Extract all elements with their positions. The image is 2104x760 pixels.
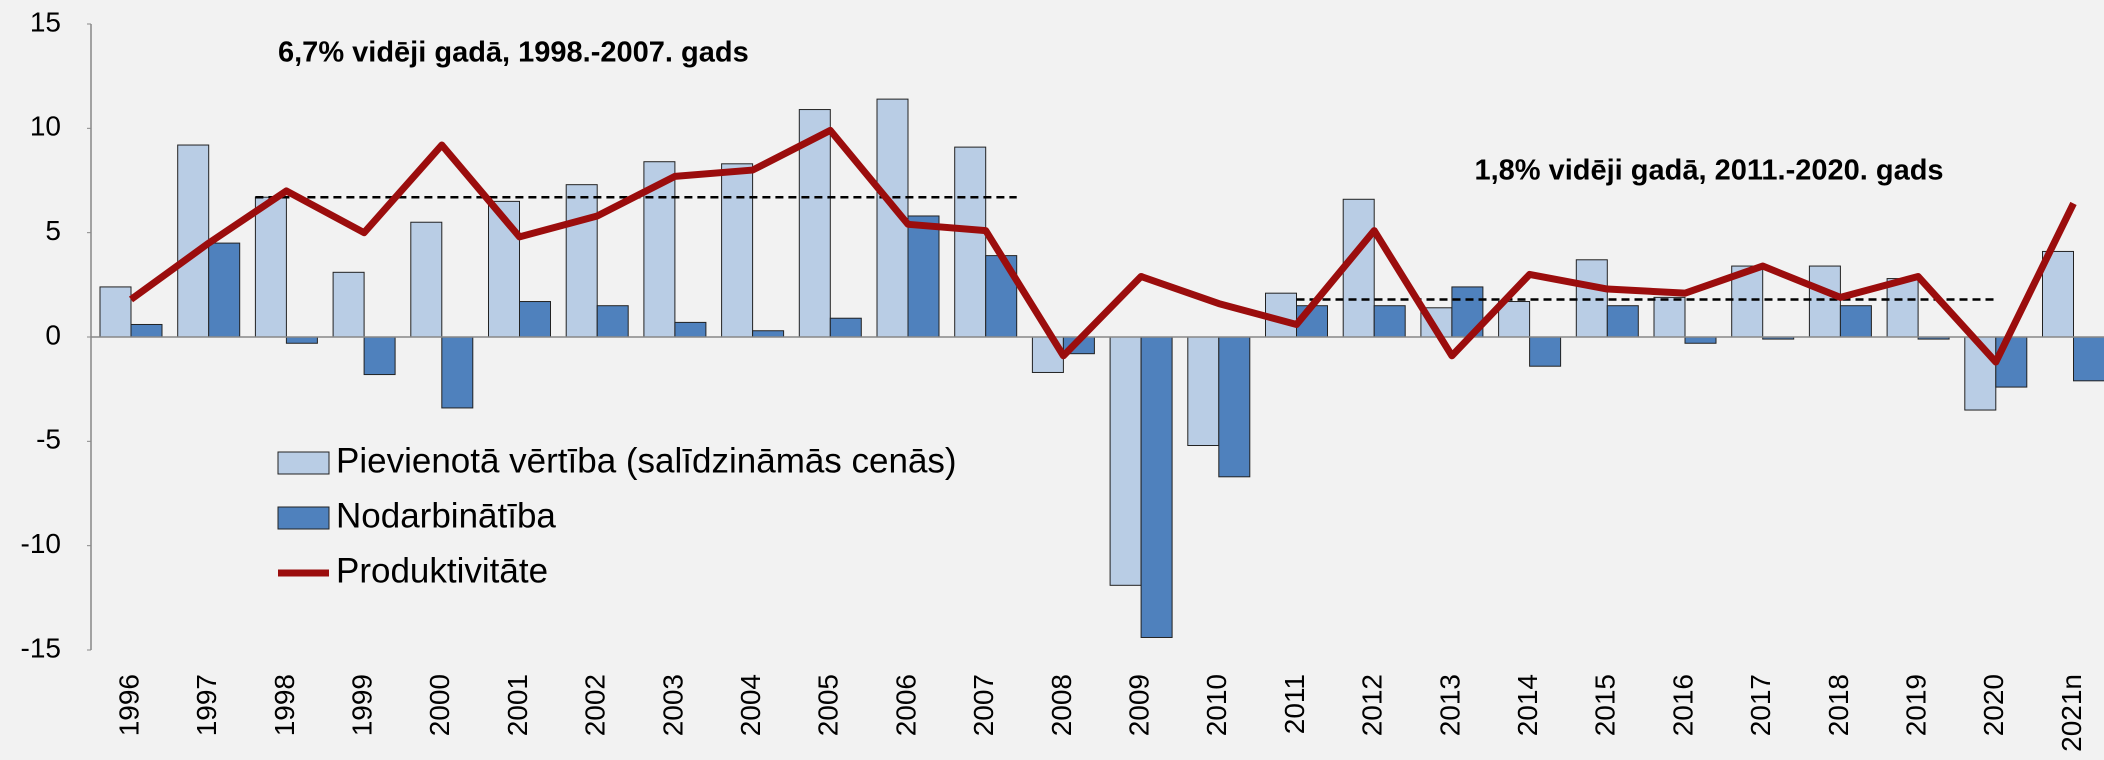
bar: [519, 301, 551, 338]
x-tick-label: 2011: [1279, 674, 1310, 734]
bar: [1187, 336, 1220, 447]
bar: [1109, 336, 1142, 586]
annotation: 1,8% vidēji gadā, 2011.-2020. gads: [1474, 155, 1943, 187]
y-tick-label: -5: [36, 424, 61, 455]
bar: [254, 196, 287, 338]
bar: [1606, 305, 1639, 338]
x-tick-label: 2010: [1201, 674, 1232, 736]
x-tick-label: 2006: [890, 674, 921, 736]
bar: [130, 323, 163, 338]
bar: [410, 221, 443, 338]
x-tick-label: 2014: [1512, 674, 1543, 736]
bar: [1373, 305, 1406, 338]
x-tick-label: 2016: [1667, 674, 1698, 736]
y-tick-label: -10: [21, 528, 61, 559]
x-tick-label: 1999: [346, 674, 377, 736]
x-tick-label: 2013: [1434, 674, 1465, 736]
bar: [1529, 336, 1562, 367]
bar: [208, 242, 241, 338]
bar: [954, 146, 987, 338]
bar: [1342, 198, 1375, 338]
bar: [1995, 336, 2028, 388]
bar: [1808, 265, 1841, 338]
bar: [285, 336, 318, 344]
bar: [488, 200, 520, 338]
bar: [596, 305, 629, 338]
x-tick-label: 2007: [968, 674, 999, 736]
bar: [721, 163, 754, 338]
bar: [2073, 336, 2104, 382]
x-tick-label: 1998: [269, 674, 300, 736]
x-tick-label: 2000: [424, 674, 455, 736]
bar: [829, 317, 862, 338]
x-tick-label: 2021n: [2056, 674, 2087, 752]
legend-label: Produktivitāte: [336, 551, 548, 590]
bar: [1498, 301, 1531, 338]
x-tick-label: 2009: [1123, 674, 1154, 736]
y-tick-label: 5: [45, 215, 61, 246]
bar: [674, 321, 707, 338]
x-tick-label: 2001: [502, 674, 533, 736]
x-tick-label: 1996: [113, 674, 144, 736]
x-tick-label: 2004: [735, 674, 766, 736]
y-tick-label: 15: [30, 6, 61, 37]
bar: [1140, 336, 1173, 638]
x-tick-label: 2003: [657, 674, 688, 736]
bar: [1653, 296, 1686, 338]
legend-label: Nodarbinātība: [336, 496, 556, 535]
x-tick-label: 2015: [1590, 674, 1621, 736]
bar: [1218, 336, 1251, 478]
annotation: 6,7% vidēji gadā, 1998.-2007. gads: [278, 37, 749, 69]
x-tick-label: 2008: [1046, 674, 1077, 736]
y-tick-label: 10: [30, 111, 61, 142]
x-tick-label: 2020: [1978, 674, 2009, 736]
bar: [565, 184, 598, 338]
x-tick-label: 1997: [191, 674, 222, 736]
bar: [99, 286, 132, 338]
x-tick-label: 2017: [1745, 674, 1776, 736]
y-tick-label: -15: [21, 632, 61, 663]
x-tick-label: 2019: [1900, 674, 1931, 736]
x-tick-label: 2018: [1823, 674, 1854, 736]
legend-swatch: [277, 451, 330, 475]
legend-swatch: [277, 506, 330, 530]
bar: [752, 330, 785, 338]
bar: [1839, 305, 1872, 338]
bar: [907, 215, 940, 338]
x-tick-label: 2012: [1357, 674, 1388, 736]
bar: [177, 144, 210, 338]
x-tick-label: 2002: [580, 674, 611, 736]
bar: [332, 271, 365, 338]
bar: [363, 336, 396, 376]
bar: [1886, 278, 1919, 338]
x-tick-label: 2005: [813, 674, 844, 736]
bar: [1684, 336, 1717, 344]
y-tick-label: 0: [45, 319, 61, 350]
legend-label: Pievienotā vērtība (salīdzināmās cenās): [336, 441, 957, 480]
line: [128, 126, 2077, 366]
bar: [441, 336, 474, 409]
